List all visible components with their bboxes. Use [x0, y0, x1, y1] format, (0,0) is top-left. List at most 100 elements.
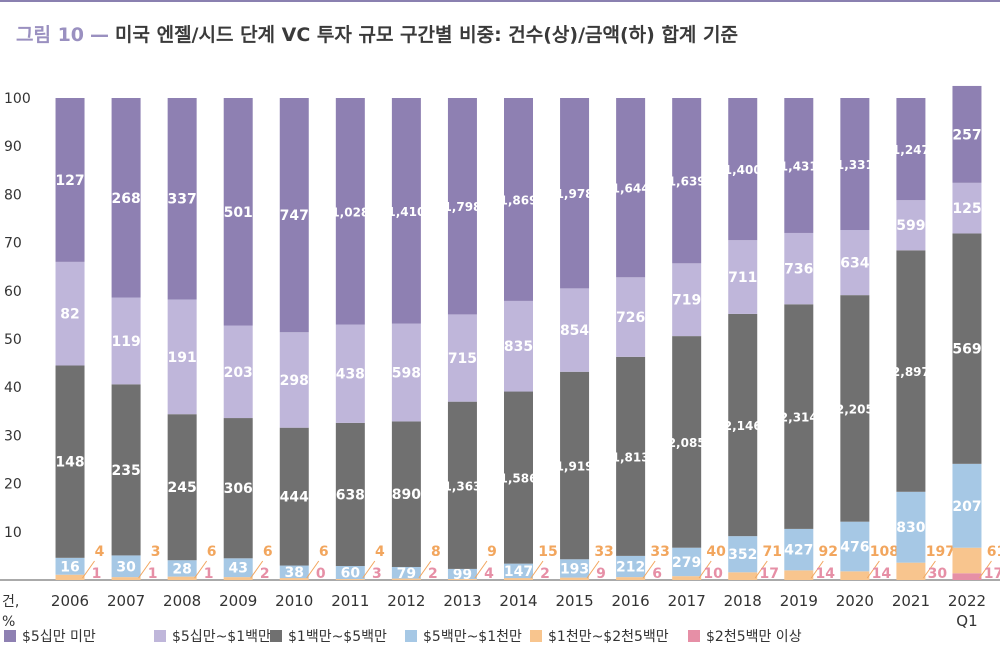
bar-segment	[784, 570, 814, 580]
leader-line	[194, 560, 208, 579]
data-label: 438	[336, 367, 365, 383]
data-label: 1,247	[892, 143, 930, 157]
data-label: 2,897	[892, 365, 930, 379]
data-label: 16	[60, 559, 79, 575]
data-label: 2,085	[668, 436, 706, 450]
bar-segment	[616, 577, 646, 580]
bar-segment	[335, 324, 365, 423]
leader-line	[698, 560, 712, 579]
data-label-outside: 10	[703, 566, 723, 582]
data-label-outside: 30	[928, 566, 948, 582]
data-label: 2,314	[780, 411, 818, 425]
x-tick-label: 2016	[612, 592, 650, 610]
bar-segment	[728, 572, 758, 580]
bar-segment	[840, 98, 870, 231]
bar-segment	[728, 313, 758, 537]
data-label-outside: 8	[431, 544, 441, 560]
x-tick-label: Q1	[956, 612, 977, 630]
data-label-outside: 33	[650, 544, 669, 560]
x-tick-label: 2009	[219, 592, 257, 610]
bar-segment	[952, 182, 982, 234]
bar-segment	[896, 250, 926, 492]
data-label: 1,644	[612, 182, 650, 196]
leader-line	[586, 560, 600, 579]
legend-label: $5십만 미만	[22, 629, 96, 645]
bar-segment	[167, 576, 197, 580]
data-label: 444	[280, 490, 309, 506]
x-tick-label: 2012	[387, 592, 425, 610]
bar-segment	[223, 558, 253, 578]
bar-segment	[279, 578, 309, 580]
y-tick-label: 70	[4, 236, 22, 252]
data-label: 119	[111, 334, 140, 350]
top-rule	[0, 0, 1000, 2]
data-label: 569	[952, 342, 981, 358]
data-label-outside: 2	[428, 566, 438, 582]
data-label: 736	[784, 262, 813, 278]
bar-segment	[672, 263, 702, 337]
leader-line	[82, 560, 95, 579]
bar-segment	[335, 422, 365, 567]
bar-segment	[896, 98, 926, 201]
bar-segment	[279, 427, 309, 566]
bar-segment	[391, 323, 421, 422]
y-tick-label: 40	[4, 380, 22, 396]
data-label-outside: 3	[372, 566, 382, 582]
data-label: 890	[392, 487, 421, 503]
data-label: 501	[224, 205, 253, 221]
data-label-outside: 40	[706, 544, 726, 560]
bar-segment	[560, 559, 590, 578]
leader-line	[810, 560, 824, 579]
data-label: 1,813	[612, 450, 650, 464]
data-label: 854	[560, 323, 589, 339]
data-label-outside: 6	[263, 544, 273, 560]
bar-segment	[55, 98, 85, 262]
bar-segment	[560, 288, 590, 372]
data-label: 337	[168, 192, 197, 208]
data-label: 476	[840, 540, 869, 556]
bar-segment	[952, 573, 982, 580]
data-label: 203	[224, 365, 253, 381]
data-label: 1,798	[443, 200, 481, 214]
bar-segment	[672, 336, 702, 548]
data-label: 719	[672, 293, 701, 309]
bar-segment	[616, 555, 646, 578]
chart-title: 그림 10— 미국 엔젤/시드 단계 VC 투자 규모 구간별 비중: 건수(상)…	[16, 20, 738, 47]
y-tick-label: 80	[4, 187, 22, 203]
title-separator: —	[90, 24, 110, 46]
data-label-outside: 6	[207, 544, 217, 560]
data-label-outside: 4	[95, 544, 105, 560]
x-tick-label: 2011	[331, 592, 369, 610]
data-label-outside: 1	[92, 566, 102, 582]
data-label: 830	[896, 520, 925, 536]
data-label: 1,363	[443, 479, 481, 493]
data-label-outside: 15	[538, 544, 557, 560]
data-label-outside: 1	[204, 566, 214, 582]
bar-segment	[728, 240, 758, 314]
data-label-outside: 2	[540, 566, 550, 582]
leader-line	[923, 560, 936, 579]
data-label-outside: 17	[984, 566, 1000, 582]
data-label: 638	[336, 487, 365, 503]
bar-segment	[784, 232, 814, 305]
data-label: 257	[952, 127, 981, 143]
y-axis-label: 건,	[2, 594, 19, 610]
data-label-outside: 92	[819, 544, 838, 560]
data-label-outside: 197	[926, 544, 955, 560]
x-tick-label: 2021	[892, 592, 930, 610]
x-tick-label: 2006	[51, 592, 89, 610]
legend-item: $1천만~$2천5백만	[530, 626, 669, 646]
leader-line	[866, 560, 880, 579]
data-label: 2,146	[724, 419, 762, 433]
data-label-outside: 6	[652, 566, 662, 582]
bar-segment	[784, 528, 814, 571]
bar-segment	[504, 300, 533, 392]
bar-segment	[840, 571, 870, 580]
data-label-outside: 2	[260, 566, 270, 582]
x-tick-label: 2007	[107, 592, 145, 610]
x-tick-label: 2022	[948, 592, 986, 610]
bar-segment	[55, 557, 85, 575]
bar-segment	[896, 491, 926, 563]
x-tick-label: 2020	[836, 592, 874, 610]
bar-segment	[335, 579, 365, 580]
